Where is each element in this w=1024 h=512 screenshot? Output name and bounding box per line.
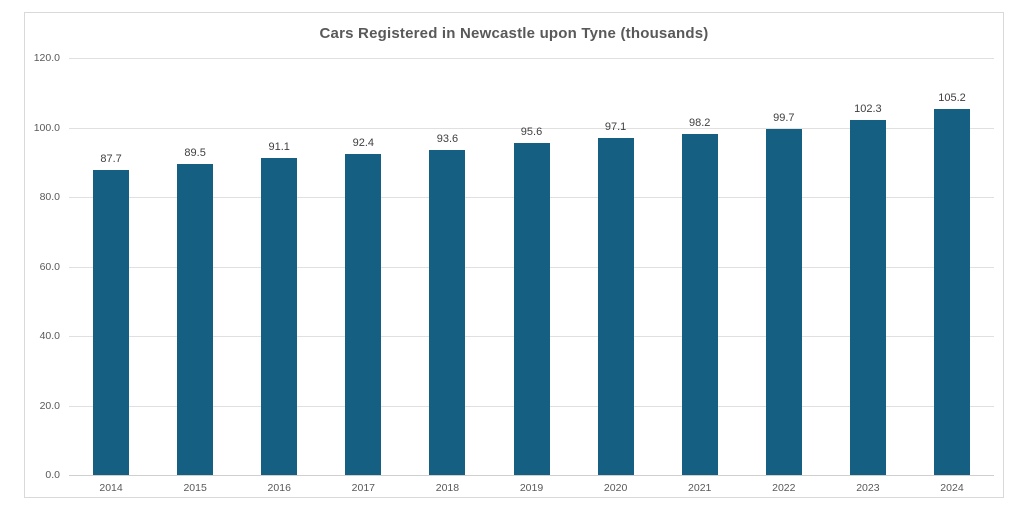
bar-slot: 105.2: [910, 58, 994, 475]
bar-slot: 99.7: [742, 58, 826, 475]
x-tick-label: 2021: [688, 482, 712, 494]
y-tick-label: 20.0: [39, 399, 60, 412]
bar-slot: 98.2: [658, 58, 742, 475]
x-axis: 2014 2015 2016 2017 2018 2019 2020 2021 2022 2023…: [69, 482, 994, 494]
bar-slot: 89.5: [153, 58, 237, 475]
bar-2014[interactable]: [93, 170, 130, 475]
bar-value-label: 95.6: [520, 125, 543, 138]
bar-value-label: 87.7: [100, 153, 122, 166]
gridline: [69, 127, 994, 129]
chart-title: Cars Registered in Newcastle upon Tyne (…: [319, 25, 709, 42]
bar-slot: 97.1: [574, 58, 658, 475]
plot-area: 0.0 20.0 40.0 60.0 80.0 100.0 120.0 87.7 89.5 91…: [34, 52, 994, 481]
y-tick-label: 0.0: [45, 469, 60, 481]
y-tick-label: 40.0: [39, 330, 60, 342]
bar-2021[interactable]: [681, 133, 718, 475]
bar-slot: 102.3: [826, 58, 910, 475]
chart-frame: Cars Registered in Newcastle upon Tyne (…: [24, 12, 1004, 498]
x-axis-line: [69, 475, 994, 476]
bar-series: 87.7 89.5 91.1 92.4 93.6 95.6 97.1 98.2 99.7 102.…: [69, 58, 994, 475]
bar-2018[interactable]: [429, 149, 466, 475]
x-tick-label: 2017: [351, 482, 375, 494]
bar-value-label: 102.3: [854, 102, 882, 115]
x-tick-label: 2015: [183, 482, 207, 494]
bar-value-label: 97.1: [604, 120, 627, 133]
y-tick-label: 60.0: [39, 260, 60, 273]
bar-value-label: 105.2: [938, 92, 966, 105]
x-tick-label: 2024: [940, 482, 964, 494]
x-tick-label: 2023: [856, 482, 880, 494]
bar-value-label: 91.1: [268, 141, 290, 154]
bar-2015[interactable]: [177, 164, 214, 475]
y-tick-label: 80.0: [39, 191, 60, 203]
bar-value-label: 92.4: [352, 136, 375, 149]
bar-value-label: 99.7: [773, 111, 795, 124]
bar-slot: 92.4: [321, 58, 405, 475]
x-tick-label: 2022: [772, 482, 796, 494]
bar-slot: 91.1: [237, 58, 321, 475]
bar-2023[interactable]: [849, 119, 886, 475]
x-tick-label: 2014: [99, 482, 123, 494]
gridline: [69, 58, 994, 59]
x-tick-label: 2020: [603, 482, 628, 494]
bar-2017[interactable]: [345, 153, 382, 475]
bar-2020[interactable]: [597, 137, 634, 475]
bar-value-label: 89.5: [184, 147, 206, 159]
x-tick-label: 2018: [435, 482, 460, 494]
bar-2019[interactable]: [513, 142, 550, 475]
x-tick-label: 2016: [267, 482, 291, 494]
bar-slot: 93.6: [405, 58, 489, 475]
bar-value-label: 93.6: [436, 132, 459, 145]
bar-2022[interactable]: [765, 128, 802, 475]
bar-value-label: 98.2: [688, 116, 711, 129]
y-tick-label: 100.0: [33, 121, 60, 134]
bar-slot: 95.6: [489, 58, 573, 475]
bar-2016[interactable]: [261, 158, 298, 475]
bar-slot: 87.7: [69, 58, 153, 475]
y-tick-label: 120.0: [33, 52, 60, 64]
x-tick-label: 2019: [519, 482, 544, 494]
bar-2024[interactable]: [933, 109, 970, 475]
